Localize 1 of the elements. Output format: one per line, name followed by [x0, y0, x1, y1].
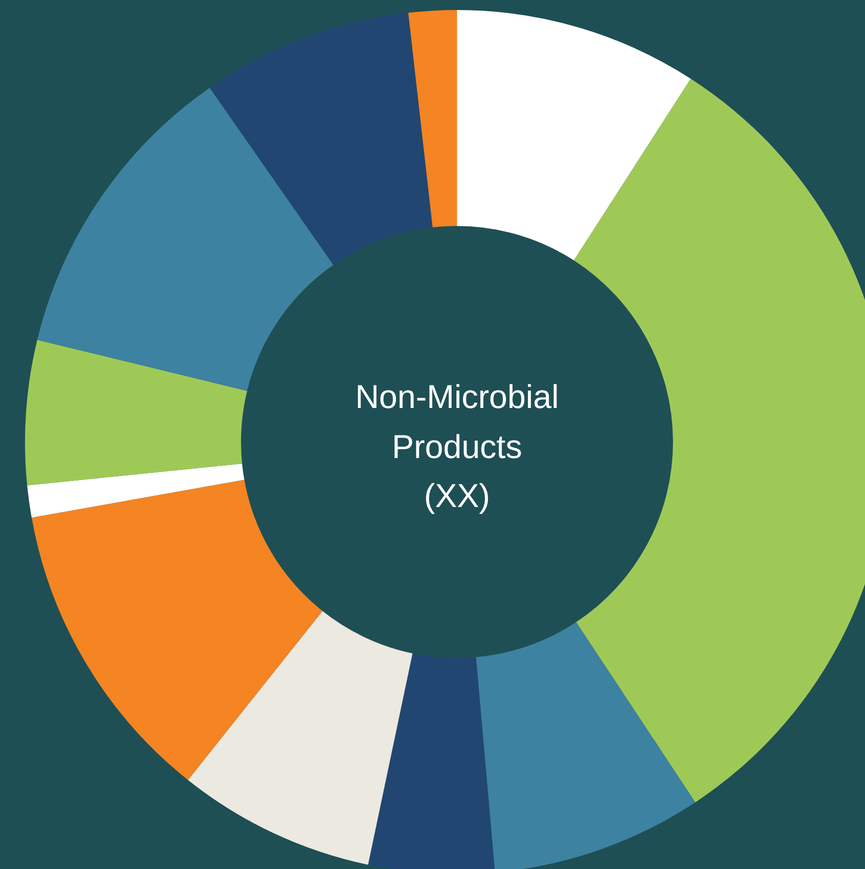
text: Non-Microbial Products (XX) [354, 377, 560, 516]
